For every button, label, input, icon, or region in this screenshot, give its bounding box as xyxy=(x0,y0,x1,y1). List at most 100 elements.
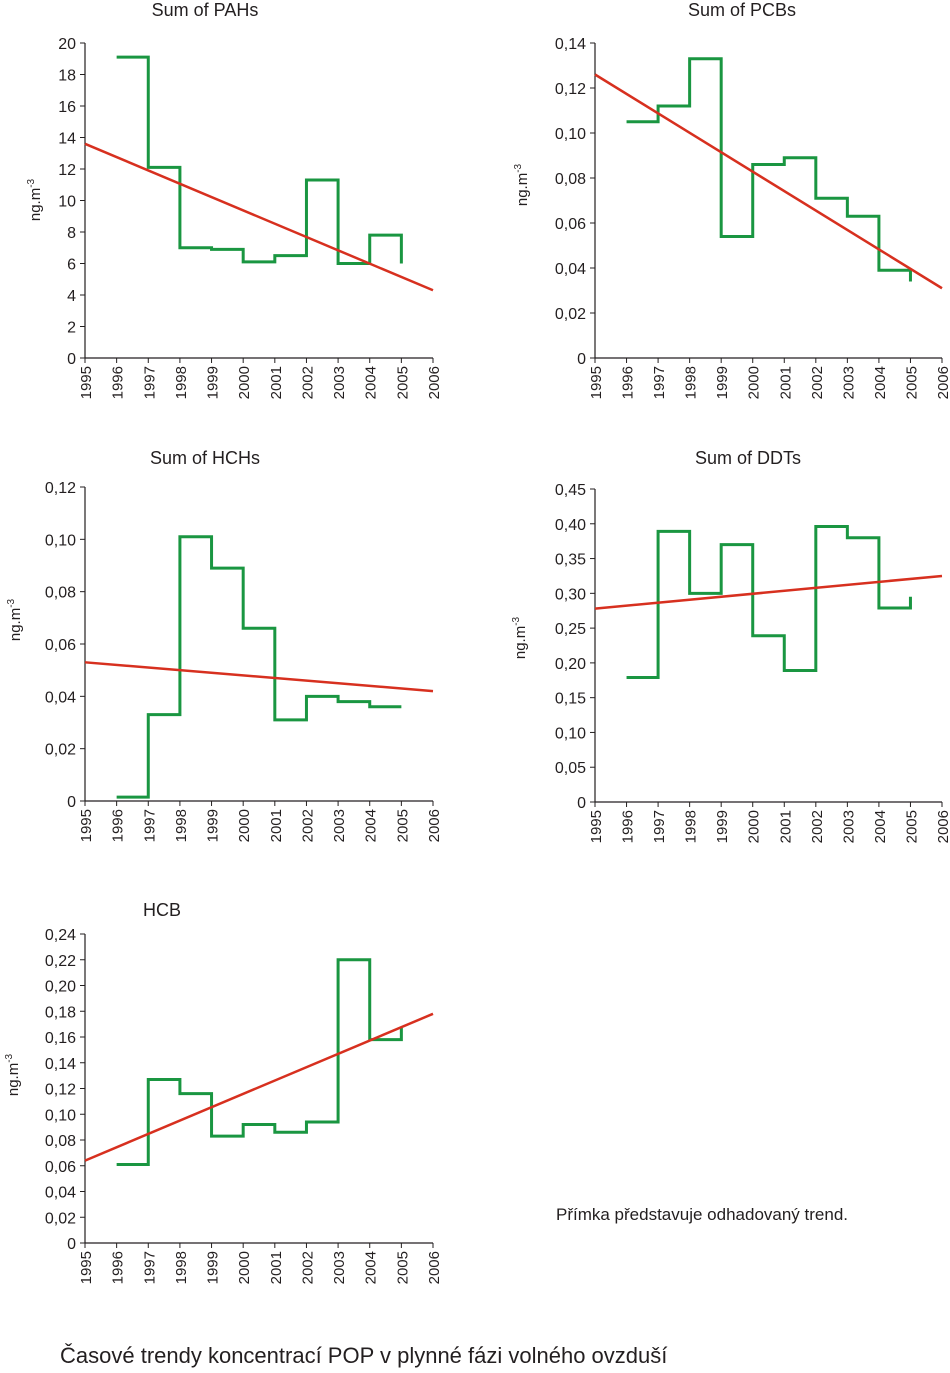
y-tick-label: 0,40 xyxy=(555,517,586,534)
x-tick-label: 2006 xyxy=(426,366,443,399)
y-tick-label: 18 xyxy=(58,68,76,85)
figure-caption: Časové trendy koncentrací POP v plynné f… xyxy=(60,1343,668,1368)
x-tick-label: 2001 xyxy=(268,1251,285,1284)
x-tick-label: 2003 xyxy=(331,366,348,399)
x-tick-label: 2001 xyxy=(268,809,285,842)
x-tick-label: 2001 xyxy=(777,366,794,399)
y-tick-label: 0,35 xyxy=(555,552,586,569)
x-tick-label: 2003 xyxy=(840,810,857,843)
y-tick-label: 0,05 xyxy=(555,760,586,777)
x-tick-label: 2003 xyxy=(331,809,348,842)
trend-line xyxy=(84,1012,434,1162)
y-tick-label: 0,24 xyxy=(45,927,76,944)
y-tick-label: 0,12 xyxy=(45,1082,76,1099)
x-tick-label: 1997 xyxy=(141,809,158,842)
x-tick-label: 2002 xyxy=(299,366,316,399)
chart-panel-4: Sum of DDTs ng.m-3 0 0,05 0,10 0,15 0,20 0,25 0,… xyxy=(511,448,950,843)
x-tick-label: 2006 xyxy=(935,810,950,843)
y-tick-label: 0,04 xyxy=(45,689,76,706)
y-tick-label: 0,14 xyxy=(555,36,586,53)
y-tick-label: 4 xyxy=(67,288,76,305)
x-tick-label: 1996 xyxy=(110,366,127,399)
y-axis-label: ng.m-3 xyxy=(6,598,24,641)
trend-note: Přímka představuje odhadovaný trend. xyxy=(556,1205,849,1224)
x-tick-label: 1996 xyxy=(110,1251,127,1284)
x-tick-label: 2004 xyxy=(872,810,889,843)
x-tick-label: 1996 xyxy=(620,366,637,399)
x-tick-label: 1995 xyxy=(588,810,605,843)
measured-step-line xyxy=(116,55,403,265)
x-tick-label: 1995 xyxy=(78,809,95,842)
x-tick-label: 2000 xyxy=(746,810,763,843)
x-tick-label: 2005 xyxy=(903,810,920,843)
x-tick-label: 1995 xyxy=(78,366,95,399)
x-tick-label: 2004 xyxy=(363,366,380,399)
x-tick-label: 2002 xyxy=(299,809,316,842)
y-tick-label: 0,30 xyxy=(555,586,586,603)
x-tick-label: 2005 xyxy=(394,809,411,842)
chart-title: Sum of PAHs xyxy=(152,0,259,20)
measured-step-line xyxy=(116,535,402,799)
y-tick-label: 0,14 xyxy=(45,1056,76,1073)
x-tick-label: 1995 xyxy=(78,1251,95,1284)
x-tick-label: 1998 xyxy=(173,809,190,842)
y-tick-label: 0,10 xyxy=(45,1107,76,1124)
y-tick-label: 0,08 xyxy=(45,585,76,602)
x-tick-label: 1999 xyxy=(205,809,222,842)
x-tick-label: 1998 xyxy=(683,366,700,399)
x-tick-label: 2000 xyxy=(236,366,253,399)
y-tick-label: 0 xyxy=(67,1236,76,1253)
chart-panel-3: Sum of HCHs ng.m-3 0 0,02 0,04 0,06 0,08 0,10 0,… xyxy=(6,448,443,842)
y-tick-label: 10 xyxy=(58,194,76,211)
x-tick-label: 2000 xyxy=(746,366,763,399)
x-tick-label: 1999 xyxy=(714,810,731,843)
x-tick-label: 2000 xyxy=(236,809,253,842)
y-tick-label: 6 xyxy=(67,257,76,274)
measured-step-line xyxy=(626,525,912,679)
trend-line xyxy=(594,574,943,610)
x-tick-label: 1999 xyxy=(714,366,731,399)
x-tick-label: 2002 xyxy=(299,1251,316,1284)
y-axis-label: ng.m-3 xyxy=(511,616,529,659)
y-tick-label: 12 xyxy=(58,162,76,179)
x-tick-label: 2004 xyxy=(872,366,889,399)
x-tick-label: 2005 xyxy=(394,366,411,399)
trend-line xyxy=(84,142,434,292)
trend-line xyxy=(594,73,943,290)
y-tick-label: 0 xyxy=(67,794,76,811)
y-tick-label: 0,12 xyxy=(555,81,586,98)
y-tick-label: 0,15 xyxy=(555,691,586,708)
y-tick-label: 0,45 xyxy=(555,482,586,499)
measured-step-line xyxy=(626,57,912,282)
y-tick-label: 0,10 xyxy=(555,725,586,742)
y-axis-label: ng.m-3 xyxy=(26,178,44,221)
x-tick-label: 1998 xyxy=(683,810,700,843)
x-tick-label: 1997 xyxy=(141,1251,158,1284)
x-tick-label: 1999 xyxy=(205,366,222,399)
x-tick-label: 2006 xyxy=(935,366,950,399)
y-tick-label: 0,02 xyxy=(45,742,76,759)
y-tick-label: 0,20 xyxy=(45,979,76,996)
y-tick-label: 0,18 xyxy=(45,1004,76,1021)
x-tick-label: 1995 xyxy=(588,366,605,399)
y-tick-label: 0,10 xyxy=(555,126,586,143)
chart-title: Sum of HCHs xyxy=(150,448,260,468)
y-tick-label: 16 xyxy=(58,99,76,116)
chart-title: HCB xyxy=(143,900,181,920)
x-tick-label: 2003 xyxy=(331,1251,348,1284)
chart-panel-1: Sum of PAHs ng.m-3 0 2 4 6 8 10 12 14 16 18 20 1995 19… xyxy=(26,0,443,399)
y-tick-label: 0,06 xyxy=(45,1159,76,1176)
chart-title: Sum of DDTs xyxy=(695,448,801,468)
y-axis-label: ng.m-3 xyxy=(513,163,531,206)
x-tick-label: 2005 xyxy=(394,1251,411,1284)
y-tick-label: 0,08 xyxy=(555,171,586,188)
y-tick-label: 0,04 xyxy=(45,1185,76,1202)
y-tick-label: 0,04 xyxy=(555,261,586,278)
x-tick-label: 2004 xyxy=(363,1251,380,1284)
y-tick-label: 0,06 xyxy=(45,637,76,654)
y-axis-label: ng.m-3 xyxy=(4,1053,22,1096)
x-tick-label: 2004 xyxy=(363,809,380,842)
x-tick-label: 2001 xyxy=(268,366,285,399)
x-tick-label: 2005 xyxy=(903,366,920,399)
